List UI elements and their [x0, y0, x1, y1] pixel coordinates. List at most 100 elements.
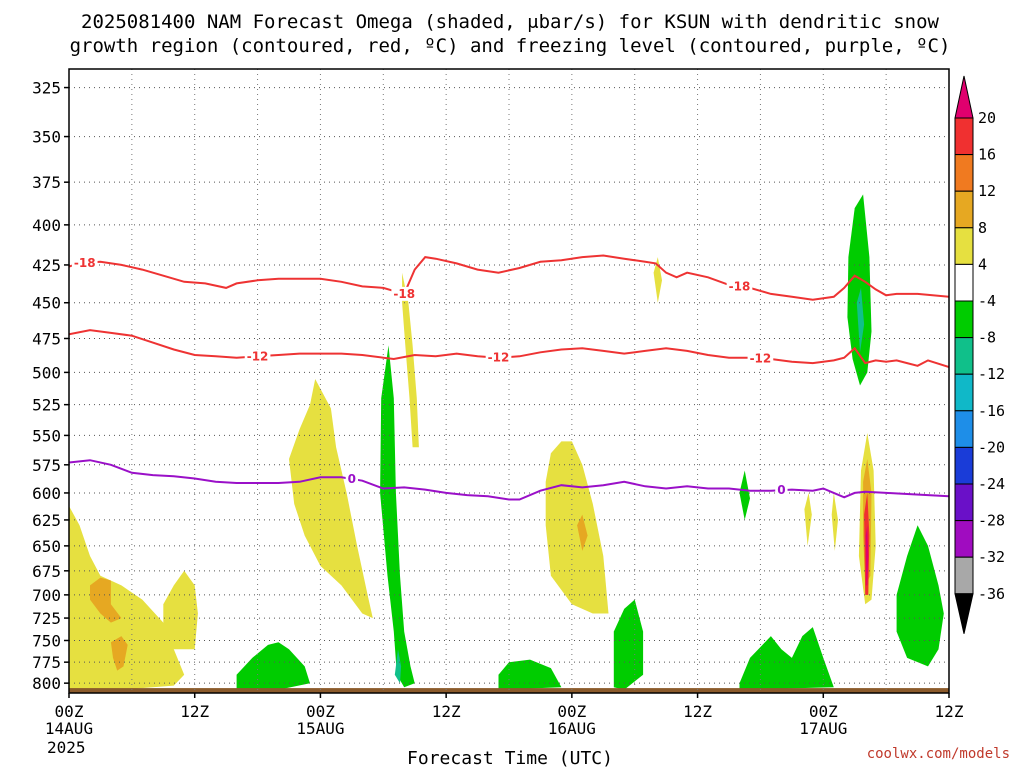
chart-title-line1: 2025081400 NAM Forecast Omega (shaded, μ… [81, 11, 939, 33]
contour-label-background [345, 472, 359, 487]
omega-region [653, 257, 662, 303]
x-tick-date: 17AUG [799, 719, 847, 738]
y-tick-label: 625 [32, 511, 61, 530]
omega-region [90, 577, 122, 623]
y-tick-label: 425 [32, 256, 61, 275]
x-tick-date: 15AUG [296, 719, 344, 738]
x-tick-label: 00Z [809, 702, 838, 721]
omega-region [847, 194, 872, 386]
y-tick-label: 475 [32, 329, 61, 348]
y-tick-label: 550 [32, 426, 61, 445]
grid [69, 69, 949, 693]
omega-region [498, 659, 562, 690]
colorbar-swatch [954, 263, 974, 302]
contour-label: -12 [750, 351, 772, 365]
colorbar-label: -8 [978, 329, 996, 347]
contour-label-background [244, 349, 271, 364]
contour-label: -12 [247, 349, 269, 363]
colorbar-swatch [954, 337, 974, 375]
y-tick-label: 650 [32, 537, 61, 556]
y-tick-label: 800 [32, 674, 61, 693]
contour-label-background [726, 279, 753, 294]
colorbar-label: 16 [978, 146, 996, 164]
x-tick-label: 00Z [55, 702, 84, 721]
colorbar-swatch [954, 75, 974, 119]
colorbar-label: 8 [978, 219, 987, 237]
y-tick-label: 675 [32, 562, 61, 581]
colorbar-label: 12 [978, 182, 996, 200]
omega-region [739, 470, 750, 520]
colorbar-swatch [954, 446, 974, 485]
y-tick-label: 325 [32, 79, 61, 98]
x-tick-date: 16AUG [548, 719, 596, 738]
y-tick-label: 375 [32, 173, 61, 192]
omega-region [831, 492, 838, 551]
colorbar-swatch [954, 520, 974, 558]
colorbar-label: -36 [978, 585, 1005, 603]
contour-label-background [391, 286, 418, 301]
x-tick-label: 12Z [432, 702, 461, 721]
omega-region [856, 287, 865, 353]
contour-label-background [71, 255, 98, 270]
contour-label-background [775, 483, 788, 498]
x-tick-date: 14AUG [45, 719, 93, 738]
omega-region [289, 379, 373, 619]
omega-region [804, 492, 812, 546]
y-tick-label: 750 [32, 631, 61, 650]
y-tick-label: 500 [32, 363, 61, 382]
omega-region [394, 649, 402, 684]
x-tick-label: 12Z [180, 702, 209, 721]
colorbar-label: 4 [978, 255, 987, 273]
omega-region [613, 599, 644, 690]
colorbar-label: -28 [978, 512, 1005, 530]
x-tick-label: 00Z [557, 702, 586, 721]
credit-link[interactable]: coolwx.com/models [867, 746, 1010, 762]
omega-region [577, 514, 588, 551]
colorbar-label: -16 [978, 402, 1005, 420]
x-tick-year: 2025 [47, 738, 86, 757]
colorbar-swatch [954, 593, 974, 634]
omega-region [402, 272, 419, 448]
colorbar-swatch [954, 410, 974, 448]
colorbar-swatch [954, 227, 974, 265]
colorbar: 20 16 12 8 4 -4 -8 -12 -16 -20 -24 -28 -32 -36 [954, 75, 1005, 634]
colorbar-label: -20 [978, 438, 1005, 456]
colorbar-swatch [954, 117, 974, 156]
x-tick-label: 12Z [683, 702, 712, 721]
y-tick-label: 450 [32, 294, 61, 313]
colorbar-swatch [954, 190, 974, 229]
contour-label: -18 [74, 256, 96, 270]
colorbar-swatch [954, 556, 974, 595]
contours: -18 -18 -18 -12 -12 -12 0 0 [69, 254, 949, 501]
y-tick-label: 775 [32, 653, 61, 672]
contour-label: 0 [777, 483, 785, 497]
colorbar-label: -12 [978, 365, 1005, 383]
omega-region [896, 525, 944, 667]
contour-label: -18 [393, 287, 415, 301]
y-tick-label: 525 [32, 396, 61, 415]
terrain-strip [69, 688, 949, 693]
contour-label: -12 [488, 351, 510, 365]
contour-line [69, 329, 949, 369]
chart-title-line2: growth region (contoured, red, ºC) and f… [70, 35, 951, 57]
y-tick-label: 725 [32, 609, 61, 628]
colorbar-swatch [954, 154, 974, 192]
contour-line [69, 254, 949, 301]
plot-area: -18 -18 -18 -12 -12 -12 0 0 325 350 375 400 425 450 47… [32, 68, 964, 757]
y-tick-label: 600 [32, 484, 61, 503]
omega-region [69, 506, 185, 690]
omega-region [236, 642, 310, 690]
omega-region [380, 345, 415, 688]
colorbar-label: -24 [978, 475, 1005, 493]
contour-label: -18 [729, 279, 751, 293]
plot-frame [68, 68, 950, 694]
colorbar-swatch [954, 373, 974, 412]
omega-region [739, 627, 834, 690]
contour-label-background [485, 350, 512, 365]
contour-line [69, 459, 949, 501]
colorbar-label: -32 [978, 548, 1005, 566]
colorbar-swatch [954, 300, 974, 339]
contour-label: 0 [348, 472, 356, 486]
x-tick-label: 12Z [935, 702, 964, 721]
